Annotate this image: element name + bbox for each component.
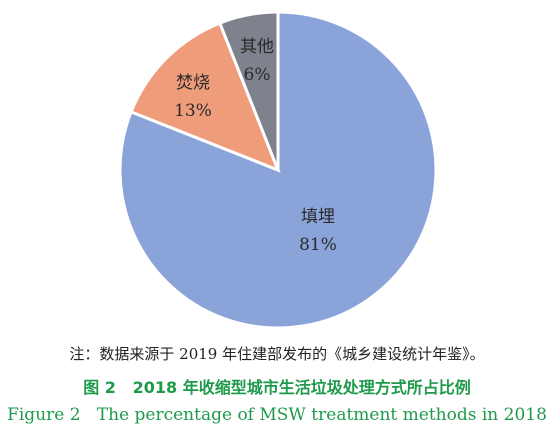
figure-title-cn: 图 2 2018 年收缩型城市生活垃圾处理方式所占比例 [0,374,554,398]
figure-number-cn: 图 2 [83,378,116,397]
pie-slices [118,10,438,330]
data-source-note: 注：数据来源于 2019 年住建部发布的《城乡建设统计年鉴》。 [69,345,485,363]
slice-category-label-0: 填埋 [301,207,335,227]
slice-value-label-1: 13% [174,101,212,121]
pie-slice-1 [129,21,281,173]
figure-title-en: Figure 2 The percentage of MSW treatment… [0,405,554,425]
figure-title-cn-text: 2018 年收缩型城市生活垃圾处理方式所占比例 [132,378,471,397]
pie-slice-2 [217,10,280,171]
pie-labels: 填埋 81% 焚烧 13% 其他 6% [174,37,337,255]
slice-category-label-2: 其他 [240,37,274,57]
slice-value-label-0: 81% [299,235,337,255]
figure-title-en-text: The percentage of MSW treatment methods … [96,405,547,425]
pie-chart: 填埋 81% 焚烧 13% 其他 6% [118,10,438,330]
slice-value-label-2: 6% [244,65,271,85]
slice-category-label-1: 焚烧 [176,73,210,93]
figure-number-en: Figure 2 [7,405,81,425]
